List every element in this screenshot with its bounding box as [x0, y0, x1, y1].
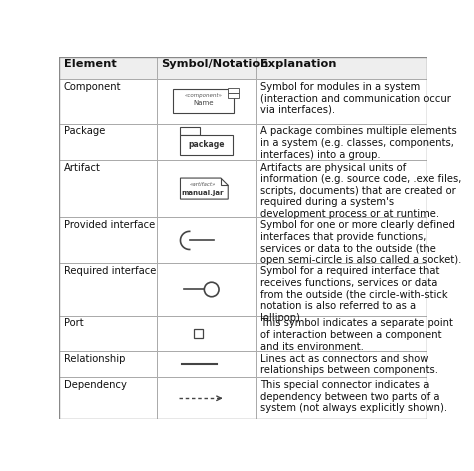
- Text: Required interface: Required interface: [64, 267, 156, 276]
- Bar: [180, 127, 200, 135]
- Text: Name: Name: [193, 99, 213, 106]
- Bar: [256, 218, 427, 263]
- Bar: [180, 135, 233, 154]
- Bar: [59, 218, 156, 263]
- Text: Port: Port: [64, 318, 83, 328]
- Bar: [59, 316, 156, 351]
- Bar: [156, 57, 256, 79]
- Text: manual.jar: manual.jar: [181, 190, 224, 196]
- Text: This special connector indicates a
dependency between two parts of a
system (not: This special connector indicates a depen…: [260, 380, 447, 414]
- Bar: [256, 123, 427, 160]
- Text: Artifact: Artifact: [64, 162, 100, 173]
- Text: Symbol for a required interface that
receives functions, services or data
from t: Symbol for a required interface that rec…: [260, 267, 448, 323]
- Bar: [256, 351, 427, 377]
- Text: Element: Element: [64, 59, 117, 69]
- Text: Explanation: Explanation: [260, 59, 337, 69]
- Text: Artifacts are physical units of
information (e.g. source code, .exe files,
scrip: Artifacts are physical units of informat…: [260, 162, 462, 219]
- Bar: [256, 160, 427, 218]
- Bar: [228, 89, 239, 93]
- Bar: [256, 263, 427, 316]
- Bar: [156, 160, 256, 218]
- Bar: [173, 89, 234, 114]
- Bar: [59, 160, 156, 218]
- Text: «artifact»: «artifact»: [189, 182, 216, 187]
- Bar: [156, 79, 256, 123]
- Text: Lines act as connectors and show
relationships between components.: Lines act as connectors and show relatio…: [260, 354, 438, 375]
- Bar: [59, 79, 156, 123]
- Text: «component»: «component»: [184, 93, 222, 98]
- Text: A package combines multiple elements
in a system (e.g. classes, components,
inte: A package combines multiple elements in …: [260, 126, 457, 160]
- Text: Package: Package: [64, 126, 105, 137]
- Bar: [256, 316, 427, 351]
- Text: Symbol for one or more clearly defined
interfaces that provide functions,
servic: Symbol for one or more clearly defined i…: [260, 220, 462, 265]
- Polygon shape: [181, 178, 228, 199]
- Text: This symbol indicates a separate point
of interaction between a component
and it: This symbol indicates a separate point o…: [260, 318, 453, 352]
- Bar: [156, 263, 256, 316]
- Bar: [194, 329, 203, 338]
- Bar: [156, 377, 256, 419]
- Text: Component: Component: [64, 81, 121, 91]
- Bar: [59, 123, 156, 160]
- Bar: [256, 79, 427, 123]
- Bar: [59, 57, 156, 79]
- Bar: [156, 218, 256, 263]
- Bar: [156, 123, 256, 160]
- Bar: [256, 57, 427, 79]
- Bar: [156, 351, 256, 377]
- Text: Symbol for modules in a system
(interaction and communication occur
via interfac: Symbol for modules in a system (interact…: [260, 81, 451, 115]
- Bar: [59, 377, 156, 419]
- Bar: [59, 263, 156, 316]
- Text: Provided interface: Provided interface: [64, 220, 155, 230]
- Text: Symbol/Notation: Symbol/Notation: [161, 59, 268, 69]
- Bar: [156, 316, 256, 351]
- Text: Relationship: Relationship: [64, 354, 125, 364]
- Text: Dependency: Dependency: [64, 380, 127, 390]
- Bar: [59, 351, 156, 377]
- Bar: [228, 93, 239, 98]
- Bar: [256, 377, 427, 419]
- Text: package: package: [188, 140, 225, 149]
